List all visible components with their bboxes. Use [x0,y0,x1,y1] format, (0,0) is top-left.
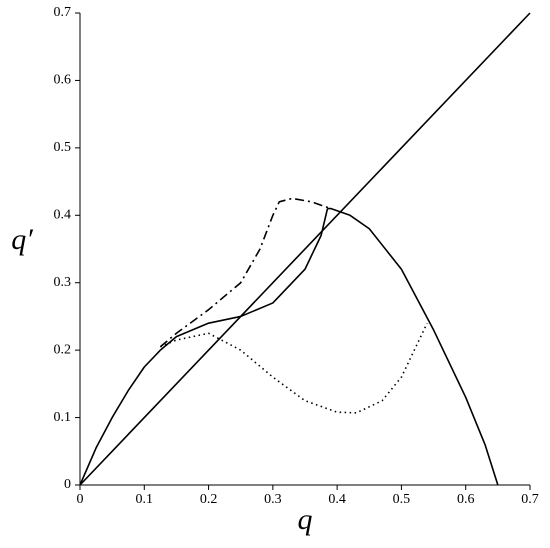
y-tick-label: 0.5 [54,140,72,155]
y-tick-label: 0.4 [54,208,72,223]
x-tick-label: 0.2 [200,492,218,507]
x-axis-title: q [298,503,313,536]
x-tick-label: 0.5 [393,492,411,507]
x-tick-label: 0 [77,492,84,507]
x-tick-label: 0.6 [457,492,475,507]
x-tick-label: 0.3 [264,492,282,507]
y-tick-label: 0.2 [54,342,72,357]
y-axis-title: q′ [11,223,33,256]
curve [159,197,331,348]
y-tick-label: 0.6 [54,73,72,88]
curve [159,208,329,351]
x-tick-label: 0.4 [328,492,346,507]
y-tick-label: 0.1 [54,410,72,425]
curve [160,322,428,414]
y-tick-label: 0 [64,477,71,492]
curve [327,207,499,486]
curve [79,349,161,486]
y-tick-label: 0.7 [54,5,72,20]
curve [79,12,531,486]
x-tick-label: 0.1 [136,492,154,507]
x-tick-label: 0.7 [521,492,539,507]
y-tick-label: 0.3 [54,275,72,290]
